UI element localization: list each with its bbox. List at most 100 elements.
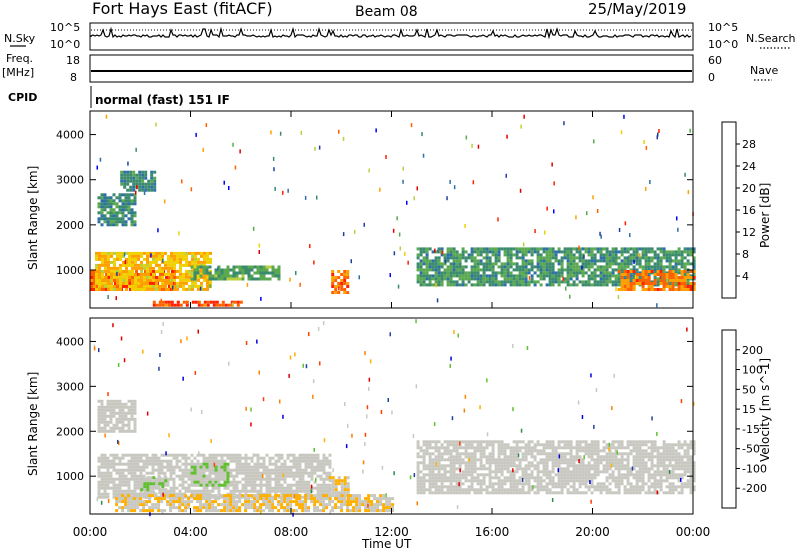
- power-cell: [581, 256, 585, 260]
- power-cell: [638, 491, 642, 495]
- power-cell: [101, 251, 104, 255]
- power-cell: [629, 482, 633, 486]
- power-cell: [182, 257, 185, 261]
- power-cell: [431, 268, 435, 272]
- power-cell: [662, 443, 666, 447]
- power-cell: [515, 262, 519, 266]
- power-cell: [346, 503, 350, 507]
- power-cell: [184, 494, 188, 498]
- power-cell: [110, 266, 113, 270]
- power-cell: [229, 277, 233, 281]
- power-cell: [199, 477, 203, 481]
- power-cell: [650, 288, 654, 291]
- power-cell: [253, 500, 257, 504]
- power-cell: [614, 461, 618, 465]
- power-cell: [181, 474, 185, 478]
- power-cell: [527, 476, 531, 480]
- power-cell: [590, 476, 594, 480]
- power-cell: [214, 480, 218, 484]
- scatter-point: [620, 130, 623, 135]
- power-cell: [440, 247, 444, 251]
- power-cell: [292, 509, 296, 513]
- power-cell: [662, 458, 666, 462]
- power-cell: [295, 509, 299, 513]
- power-cell: [143, 275, 146, 279]
- power-cell: [139, 497, 143, 501]
- power-cell: [130, 459, 134, 463]
- power-cell: [572, 473, 576, 477]
- power-cell: [683, 274, 687, 278]
- power-cell: [473, 259, 477, 263]
- power-cell: [515, 250, 519, 254]
- power-cell: [211, 456, 215, 460]
- power-cell: [295, 465, 299, 469]
- power-cell: [635, 479, 639, 483]
- power-cell: [515, 464, 519, 468]
- power-cell: [635, 446, 639, 450]
- power-cell: [128, 263, 131, 267]
- power-cell: [686, 280, 690, 284]
- power-cell: [289, 500, 293, 504]
- power-cell: [271, 462, 275, 466]
- scatter-point: [614, 259, 616, 263]
- power-cell: [599, 482, 603, 486]
- power-cell: [105, 273, 108, 276]
- power-cell: [194, 300, 198, 304]
- power-cell: [497, 253, 501, 257]
- power-cell: [638, 282, 642, 285]
- power-cell: [127, 509, 131, 513]
- power-cell: [626, 464, 630, 468]
- power-cell: [202, 268, 206, 272]
- power-cell: [671, 282, 675, 285]
- power-cell: [506, 280, 510, 284]
- power-cell: [665, 273, 669, 276]
- power-cell: [434, 250, 438, 254]
- power-cell: [179, 263, 182, 267]
- power-cell: [132, 188, 136, 192]
- power-cell: [211, 462, 215, 466]
- power-cell: [217, 274, 221, 278]
- power-cell: [190, 494, 194, 498]
- power-cell: [524, 259, 528, 263]
- power-cell: [473, 250, 477, 254]
- power-cell: [503, 464, 507, 468]
- power-cell: [551, 443, 555, 447]
- power-cell: [325, 506, 329, 510]
- power-cell: [524, 491, 528, 495]
- power-cell: [632, 461, 636, 465]
- power-cell: [250, 480, 254, 484]
- power-cell: [449, 452, 453, 456]
- power-cell: [154, 503, 158, 507]
- power-cell: [310, 453, 314, 457]
- power-cell: [587, 473, 591, 477]
- power-cell: [176, 303, 180, 307]
- power-cell: [491, 268, 495, 272]
- power-cell: [551, 449, 555, 453]
- power-cell: [635, 458, 639, 462]
- power-cell: [653, 440, 657, 444]
- power-cell: [106, 480, 110, 484]
- power-cell: [130, 462, 134, 466]
- power-cell: [214, 459, 218, 463]
- power-cell: [482, 452, 486, 456]
- power-cell: [545, 491, 549, 495]
- power-cell: [124, 468, 128, 472]
- power-cell: [244, 265, 248, 269]
- power-cell: [458, 446, 462, 450]
- power-cell: [194, 281, 197, 285]
- power-cell: [557, 482, 561, 486]
- power-cell: [217, 497, 221, 501]
- power-cell: [638, 473, 642, 477]
- power-cell: [509, 274, 513, 278]
- scatter-point: [615, 287, 617, 292]
- power-cell: [289, 483, 293, 487]
- power-cell: [509, 449, 513, 453]
- power-cell: [109, 214, 113, 218]
- power-cell: [277, 465, 281, 469]
- power-cell: [569, 274, 573, 278]
- power-cell: [277, 471, 281, 475]
- power-cell: [265, 474, 269, 478]
- power-cell: [626, 282, 630, 285]
- power-cell: [244, 503, 248, 507]
- power-cell: [632, 488, 636, 492]
